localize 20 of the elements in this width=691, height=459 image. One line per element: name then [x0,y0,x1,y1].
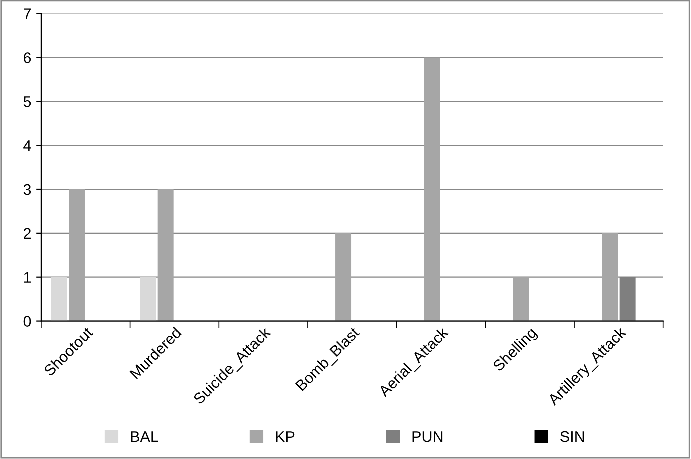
bar [140,277,156,322]
y-tick-label: 4 [24,140,32,152]
y-tick-label: 1 [24,272,31,283]
bar [336,233,352,322]
y-tick-label: 7 [24,8,31,20]
legend-label: KP [276,432,295,442]
y-tick-label: 3 [24,184,32,196]
bar [513,277,530,322]
legend-label: SIN [560,431,584,442]
legend-label: BAL [131,432,158,442]
y-tick-label: 5 [24,96,32,108]
bar [51,277,68,322]
y-tick-label: 0 [24,316,32,327]
y-tick-label: 2 [24,228,31,239]
legend-label: PUN [412,432,443,442]
y-tick-label: 6 [24,52,32,64]
bar [69,190,85,322]
bar [158,190,174,322]
bar [424,58,440,322]
bar [602,233,618,322]
